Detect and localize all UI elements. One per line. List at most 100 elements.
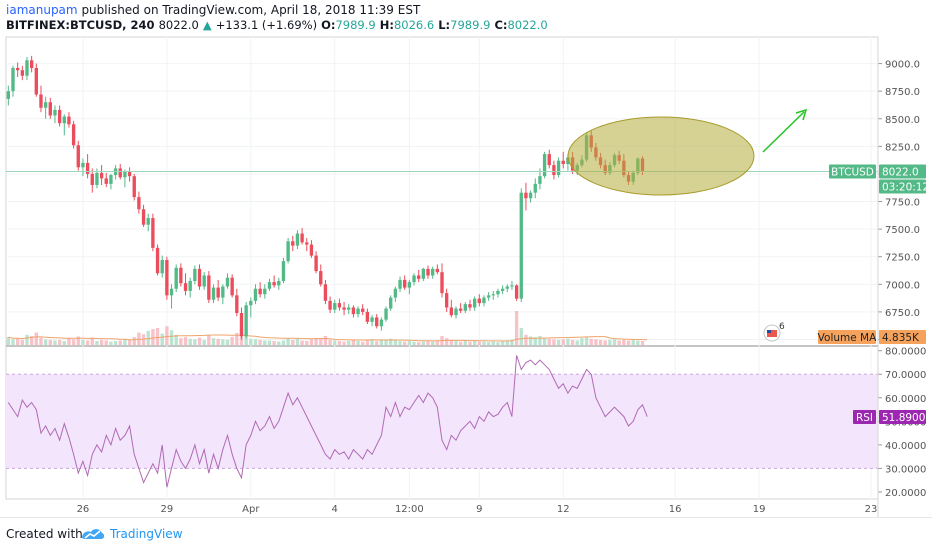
candle-body[interactable] <box>29 60 34 69</box>
candle-body[interactable] <box>6 91 11 99</box>
candle-body[interactable] <box>141 209 146 225</box>
candle-body[interactable] <box>211 287 216 300</box>
candle-body[interactable] <box>183 283 188 291</box>
candle-body[interactable] <box>314 255 318 272</box>
author-link[interactable]: iamanupam <box>6 3 78 17</box>
candle-body[interactable] <box>123 171 127 178</box>
candle-body[interactable] <box>225 277 230 287</box>
candle-body[interactable] <box>15 68 20 71</box>
candle-body[interactable] <box>165 260 169 296</box>
tradingview-logo-icon[interactable] <box>80 526 106 542</box>
candle-body[interactable] <box>197 268 202 287</box>
candle-body[interactable] <box>263 288 267 295</box>
candle-body[interactable] <box>109 175 113 184</box>
candle-body[interactable] <box>482 297 486 304</box>
candle-body[interactable] <box>244 305 248 337</box>
candle-body[interactable] <box>202 275 206 287</box>
candle-body[interactable] <box>491 294 495 296</box>
candle-body[interactable] <box>137 197 141 210</box>
candle-body[interactable] <box>249 300 253 306</box>
candle-body[interactable] <box>528 192 533 199</box>
candle-body[interactable] <box>20 70 24 76</box>
candle-body[interactable] <box>458 308 463 311</box>
candle-body[interactable] <box>510 285 514 287</box>
candle-body[interactable] <box>221 286 225 298</box>
candle-body[interactable] <box>524 192 528 199</box>
candle-body[interactable] <box>379 319 384 327</box>
candle-body[interactable] <box>104 178 108 184</box>
candle-body[interactable] <box>151 218 155 248</box>
candle-body[interactable] <box>505 286 509 289</box>
candle-body[interactable] <box>25 60 29 76</box>
candle-body[interactable] <box>538 176 542 184</box>
candle-body[interactable] <box>155 247 160 274</box>
tradingview-brand[interactable]: TradingView <box>110 527 183 541</box>
candle-body[interactable] <box>253 288 258 301</box>
candle-body[interactable] <box>430 268 435 276</box>
candle-body[interactable] <box>90 173 94 185</box>
candle-body[interactable] <box>440 272 444 294</box>
candle-body[interactable] <box>361 308 365 312</box>
candle-body[interactable] <box>230 277 234 296</box>
candle-body[interactable] <box>295 233 300 246</box>
symbol-label[interactable]: BITFINEX:BTCUSD, 240 <box>6 18 155 32</box>
candlesticks[interactable] <box>6 55 878 340</box>
candle-body[interactable] <box>174 267 178 289</box>
candle-body[interactable] <box>561 160 565 165</box>
candle-body[interactable] <box>365 311 370 322</box>
candle-body[interactable] <box>389 297 393 309</box>
candle-body[interactable] <box>258 288 262 295</box>
candle-body[interactable] <box>81 162 85 168</box>
candle-body[interactable] <box>286 241 290 262</box>
candle-body[interactable] <box>216 287 220 298</box>
candle-body[interactable] <box>309 244 314 256</box>
candle-body[interactable] <box>412 275 416 283</box>
candle-body[interactable] <box>319 271 323 285</box>
candle-body[interactable] <box>444 293 449 308</box>
candle-body[interactable] <box>342 307 346 310</box>
candle-body[interactable] <box>421 268 426 279</box>
candle-body[interactable] <box>99 172 104 179</box>
candle-body[interactable] <box>486 295 491 298</box>
candle-body[interactable] <box>496 290 500 295</box>
candle-body[interactable] <box>552 165 556 176</box>
candle-body[interactable] <box>160 260 164 274</box>
candle-body[interactable] <box>188 280 192 291</box>
candle-body[interactable] <box>514 285 519 299</box>
candle-body[interactable] <box>547 154 551 166</box>
candle-body[interactable] <box>393 288 398 298</box>
candle-body[interactable] <box>566 157 570 165</box>
candle-body[interactable] <box>519 192 523 299</box>
candle-body[interactable] <box>53 109 57 116</box>
candle-body[interactable] <box>48 102 52 116</box>
candle-body[interactable] <box>449 307 454 316</box>
candle-body[interactable] <box>11 68 15 92</box>
candle-body[interactable] <box>472 298 477 308</box>
candle-body[interactable] <box>85 162 90 174</box>
candle-body[interactable] <box>67 116 71 125</box>
candle-body[interactable] <box>193 268 197 281</box>
candle-body[interactable] <box>300 233 304 243</box>
candle-body[interactable] <box>542 154 547 177</box>
candle-body[interactable] <box>398 279 402 289</box>
candle-body[interactable] <box>272 282 276 286</box>
candle-body[interactable] <box>407 282 412 288</box>
candle-body[interactable] <box>281 261 286 281</box>
candle-body[interactable] <box>71 124 76 146</box>
candle-body[interactable] <box>127 171 132 177</box>
candle-body[interactable] <box>463 304 467 311</box>
candle-body[interactable] <box>533 183 537 193</box>
candle-body[interactable] <box>556 160 561 176</box>
candle-body[interactable] <box>351 307 356 315</box>
candle-body[interactable] <box>468 304 472 308</box>
candle-body[interactable] <box>39 94 43 108</box>
candle-body[interactable] <box>305 242 309 245</box>
candle-body[interactable] <box>57 109 62 124</box>
candle-body[interactable] <box>333 303 337 310</box>
candle-body[interactable] <box>370 317 374 322</box>
candle-body[interactable] <box>179 267 183 284</box>
candle-body[interactable] <box>132 176 136 198</box>
candle-body[interactable] <box>375 317 379 327</box>
candle-body[interactable] <box>426 268 430 276</box>
candle-body[interactable] <box>500 288 505 291</box>
